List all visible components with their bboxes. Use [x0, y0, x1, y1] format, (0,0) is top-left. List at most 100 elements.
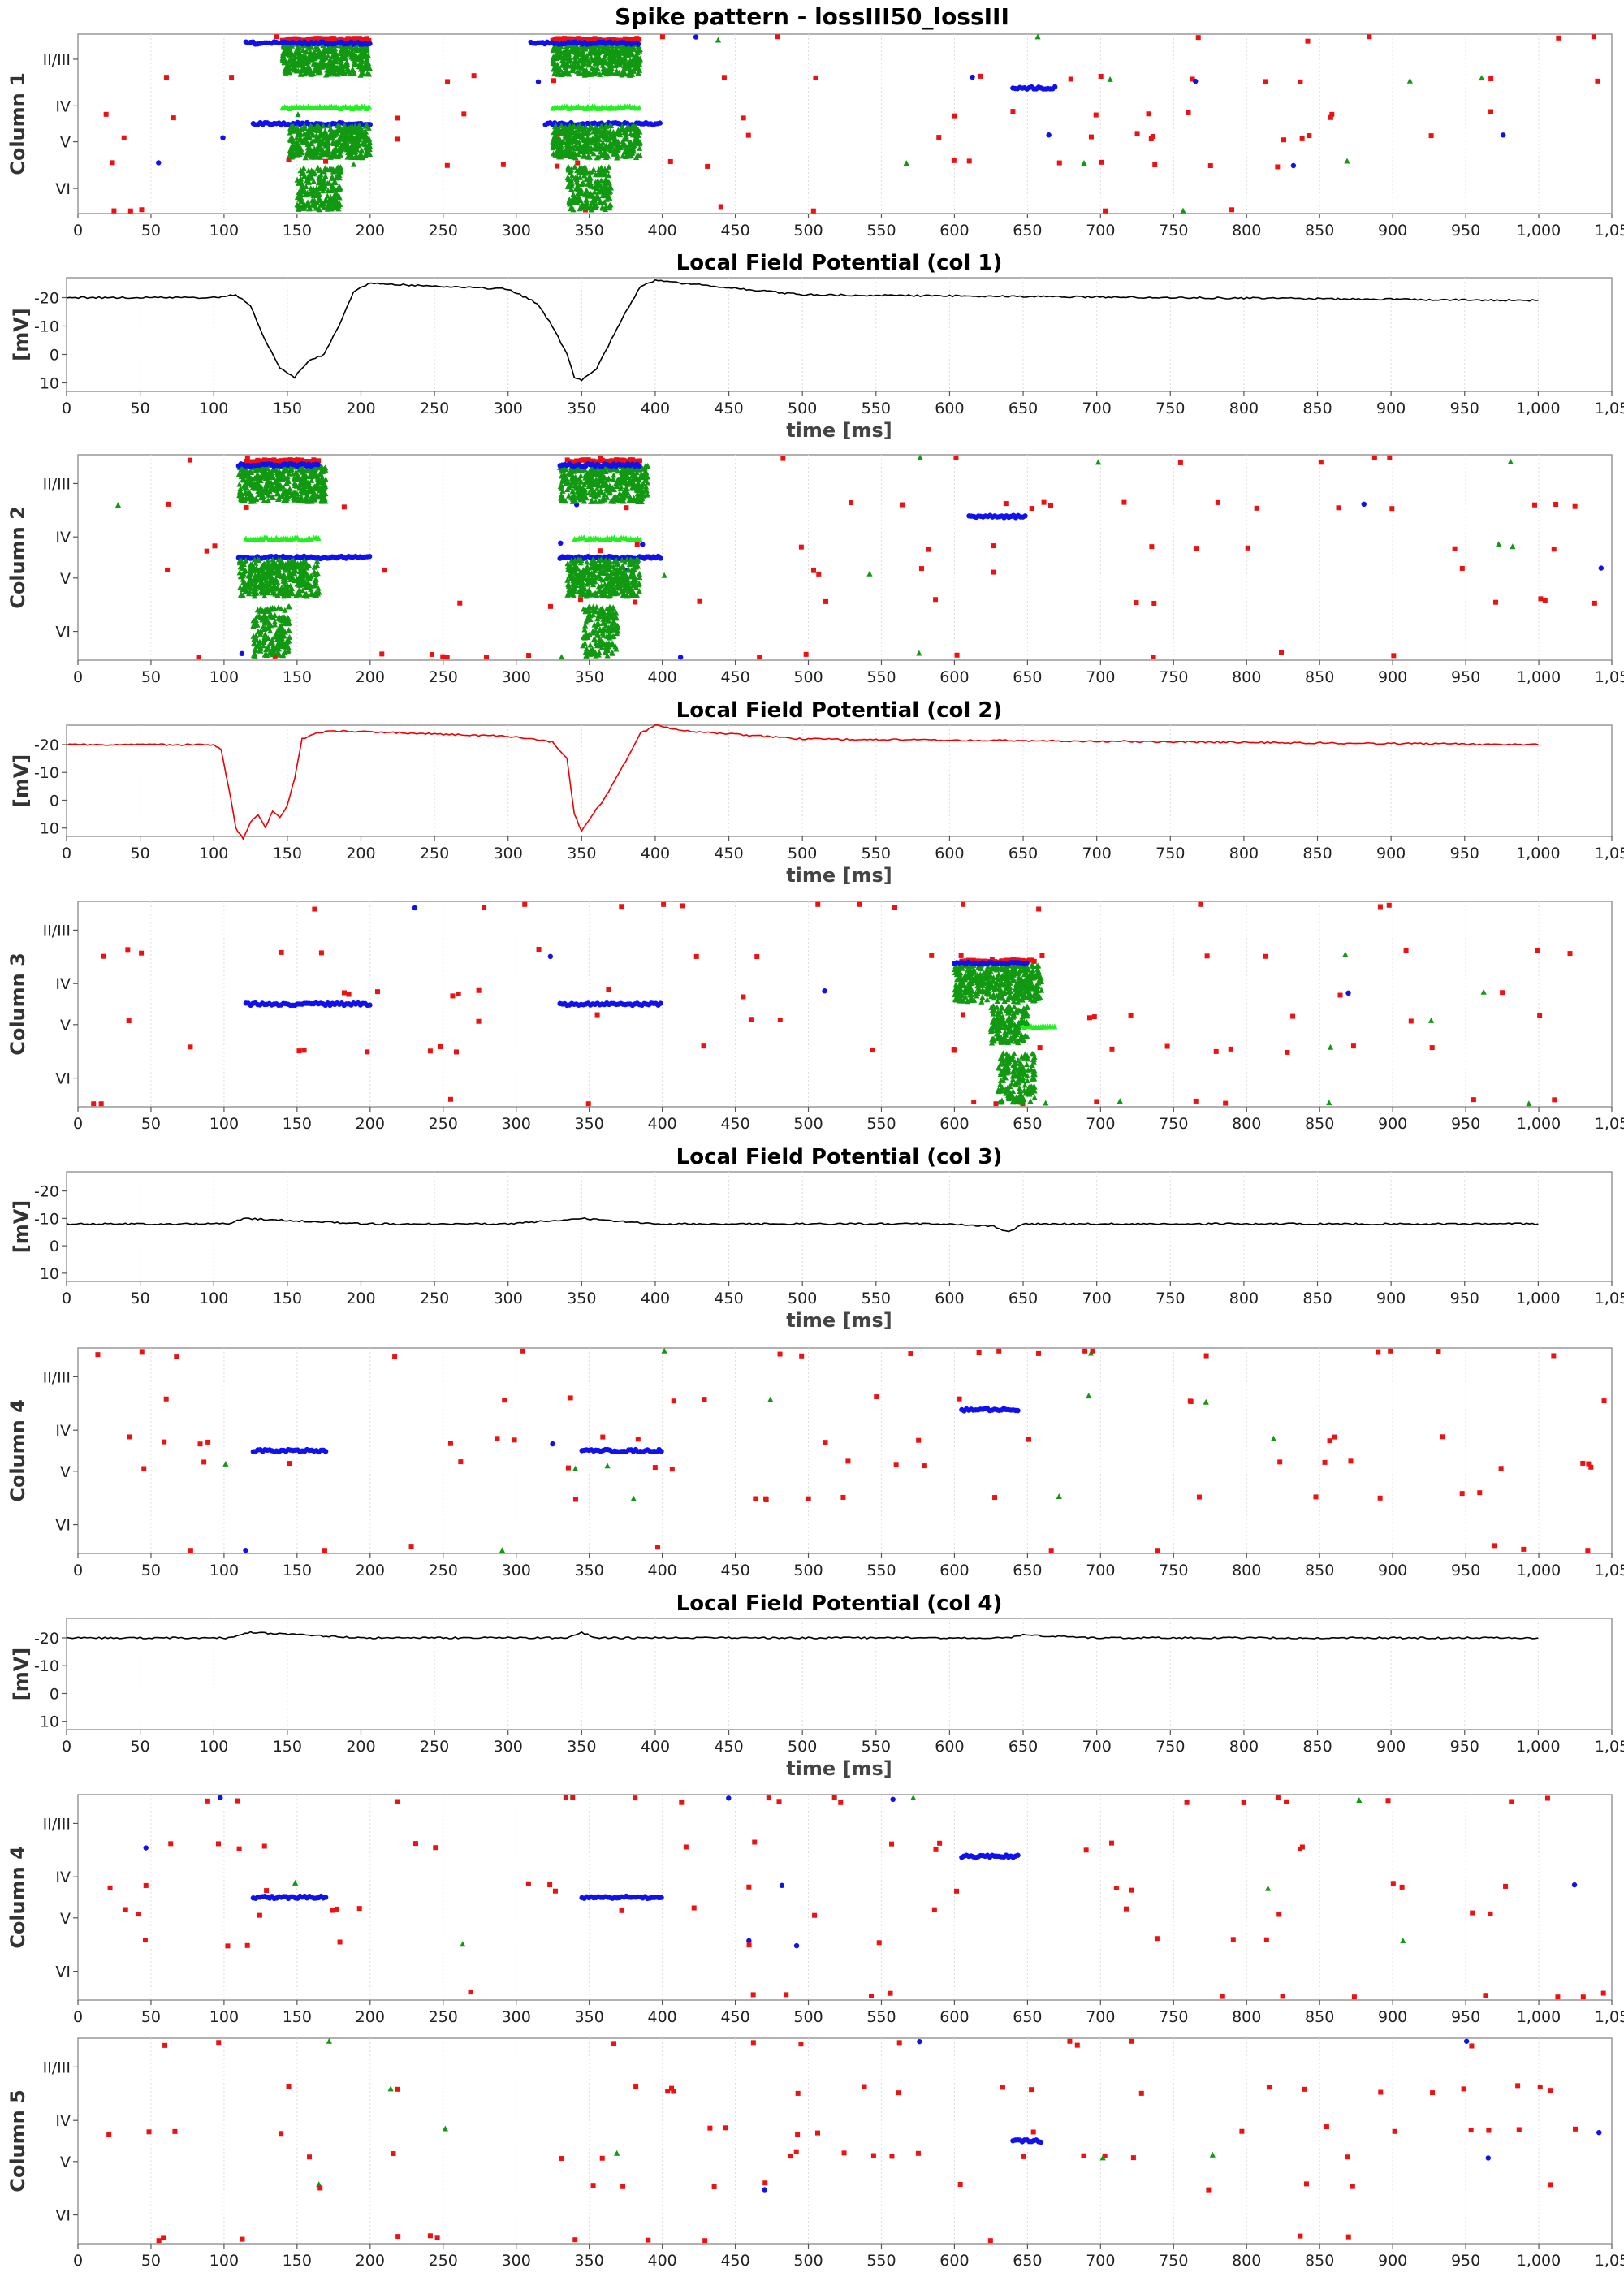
x-tick-label: 650 [1013, 668, 1042, 686]
spike-mark [952, 158, 957, 163]
x-tick-label: 700 [1086, 668, 1115, 686]
x-tick-label: 400 [647, 222, 676, 240]
spike-mark [171, 115, 176, 120]
spike-mark [660, 34, 665, 39]
spike-mark [1004, 501, 1009, 506]
x-tick-label: 200 [356, 222, 385, 240]
spike-mark [379, 651, 384, 656]
spike-mark [111, 209, 116, 214]
spike-mark [598, 548, 603, 553]
spike-mark [1149, 544, 1154, 549]
x-tick-label: 1,000 [1517, 668, 1561, 686]
spike-mark [165, 568, 170, 572]
x-tick-label: 800 [1232, 222, 1261, 240]
spike-mark [430, 652, 434, 657]
spike-mark [1178, 460, 1183, 465]
spike-mark [811, 209, 816, 214]
spike-mark [1592, 34, 1596, 39]
x-tick-label: 0 [62, 400, 71, 417]
x-tick-label: 950 [1451, 668, 1480, 686]
spike-mark [367, 41, 372, 46]
x-tick-label: 850 [1302, 400, 1332, 417]
x-tick-label: 650 [1009, 400, 1038, 417]
spike-mark [1595, 79, 1600, 84]
spike-mark [741, 115, 746, 120]
spike-mark [445, 79, 450, 84]
x-tick-label: 500 [788, 400, 817, 417]
spike-mark [693, 34, 698, 39]
spike-mark [1453, 547, 1458, 551]
spike-mark [128, 209, 133, 214]
spike-mark [536, 80, 541, 84]
x-tick-label: 150 [283, 222, 312, 240]
spike-mark [1281, 137, 1286, 142]
spike-mark [323, 159, 328, 164]
x-tick-label: 700 [1086, 222, 1115, 240]
spike-mark [967, 158, 972, 163]
spike-mark [1372, 456, 1377, 460]
spike-mark [635, 542, 640, 547]
spike-mark [1048, 503, 1053, 508]
spike-mark [1307, 133, 1311, 138]
x-tick-label: 950 [1451, 222, 1480, 240]
spike-mark [1134, 600, 1138, 605]
x-tick-label: 800 [1229, 400, 1259, 417]
spike-mark [1121, 500, 1126, 505]
layer-label: V [60, 570, 71, 588]
x-tick-label: 450 [714, 400, 743, 417]
spike-mark [1152, 162, 1157, 167]
spike-mark [1573, 504, 1578, 509]
spike-mark [440, 655, 445, 659]
x-tick-label: 1,05 [1595, 668, 1624, 686]
spike-mark [1196, 35, 1201, 40]
spike-mark [1057, 161, 1062, 166]
x-tick-label: 250 [429, 222, 458, 240]
x-tick-label: 300 [494, 400, 523, 417]
layer-label: IV [55, 97, 71, 115]
x-tick-label: 350 [575, 668, 604, 686]
spike-mark [1391, 653, 1396, 658]
spike-mark [164, 75, 169, 80]
x-tick-label: 600 [939, 222, 969, 240]
x-tick-label: 500 [793, 668, 823, 686]
spike-mark [139, 207, 144, 212]
x-tick-label: 950 [1450, 400, 1479, 417]
layer-label: VI [55, 624, 71, 642]
spike-mark [578, 597, 583, 602]
x-tick-label: 100 [209, 222, 239, 240]
spike-mark [1194, 546, 1199, 551]
spike-mark [658, 555, 663, 560]
x-tick-label: 550 [866, 222, 896, 240]
x-tick-label: 900 [1378, 668, 1407, 686]
layer-label: VI [55, 180, 71, 198]
spike-mark [382, 568, 387, 572]
x-tick-label: 750 [1159, 668, 1188, 686]
spike-mark [1279, 650, 1284, 655]
spike-mark [775, 34, 780, 39]
spike-mark [1208, 163, 1213, 168]
spike-mark [991, 543, 996, 548]
spike-mark [1488, 110, 1493, 114]
spike-mark [978, 74, 983, 79]
spike-mark [156, 160, 161, 165]
spike-mark [395, 136, 400, 141]
spike-mark [1069, 77, 1073, 82]
spike-mark [658, 120, 663, 125]
spike-mark [1501, 132, 1505, 137]
y-tick-label: 10 [40, 375, 59, 393]
spike-mark [1229, 207, 1234, 212]
y-axis-label: Column 2 [6, 506, 29, 609]
x-tick-label: 650 [1013, 222, 1042, 240]
spike-mark [555, 164, 559, 169]
spike-mark [1599, 565, 1604, 570]
spike-mark [220, 135, 225, 140]
layer-label: II/III [43, 475, 71, 493]
x-tick-label: 600 [939, 668, 969, 686]
spike-mark [122, 136, 127, 140]
spike-mark [799, 545, 804, 550]
spike-mark [166, 502, 171, 507]
x-tick-label: 300 [502, 222, 531, 240]
spike-mark [274, 34, 279, 39]
spike-mark [212, 543, 217, 548]
